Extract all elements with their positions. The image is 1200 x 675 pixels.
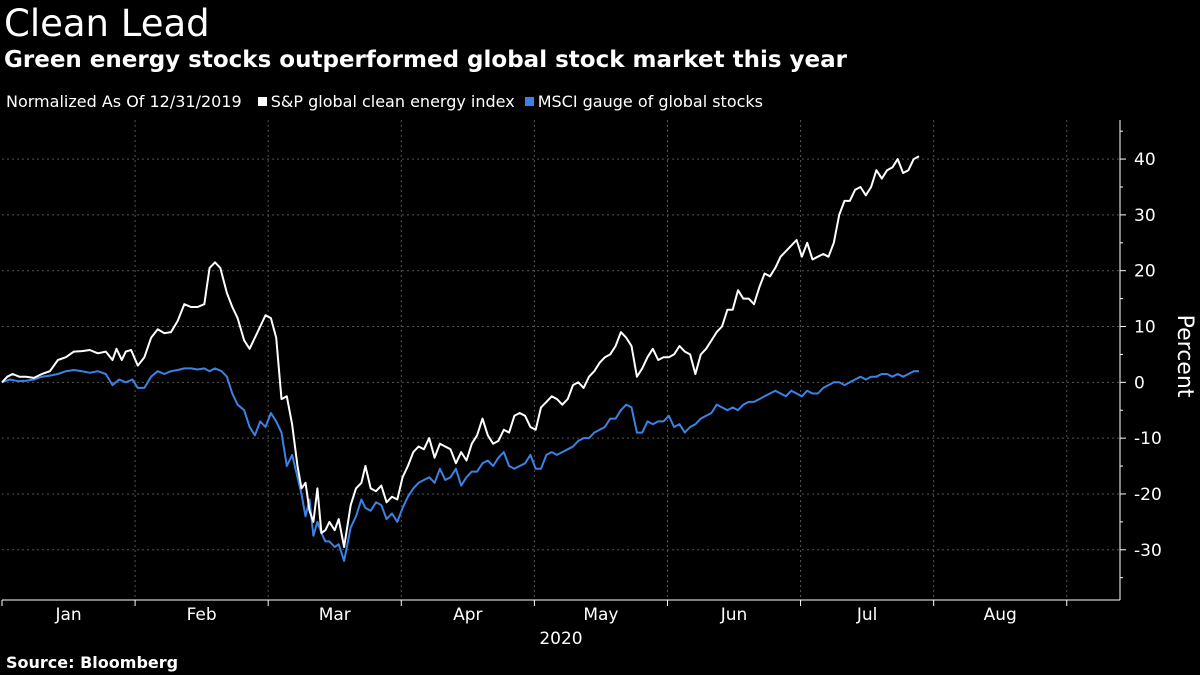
x-tick-label-mar: Mar: [319, 605, 351, 625]
series-line-clean-energy: [1, 155, 920, 548]
x-tick-label-aug: Aug: [984, 605, 1017, 625]
axis-labels: 40 30 20 10 0 -10 -20 -30 Jan Feb Mar Apr May Jun Jul A…: [54, 150, 1197, 649]
series-line-msci: [1, 367, 919, 562]
x-tick-label-may: May: [583, 605, 618, 625]
chart-subtitle: Green energy stocks outperformed global …: [4, 47, 848, 73]
y-tick-label: 10: [1134, 318, 1156, 338]
x-axis-title: 2020: [539, 629, 582, 649]
legend-item-clean-energy: S&P global clean energy index: [257, 91, 515, 111]
legend-item-msci: MSCI gauge of global stocks: [524, 91, 764, 111]
legend-swatch-msci: [524, 96, 534, 106]
series-lines: [1, 155, 920, 562]
y-tick-label: -10: [1134, 429, 1162, 449]
y-tick-label: 0: [1134, 373, 1145, 393]
legend-label-clean-energy: S&P global clean energy index: [270, 91, 515, 111]
x-tick-label-feb: Feb: [187, 605, 217, 625]
x-tick-label-apr: Apr: [453, 605, 482, 625]
y-tick-label: -30: [1134, 541, 1162, 561]
y-axis-title: Percent: [1172, 315, 1197, 398]
grid-lines: [2, 120, 1120, 600]
legend-label-msci: MSCI gauge of global stocks: [537, 91, 764, 111]
x-tick-label-jun: Jun: [720, 605, 748, 625]
legend: Normalized As Of 12/31/2019 S&P global c…: [6, 91, 773, 111]
normalization-note: Normalized As Of 12/31/2019: [6, 91, 242, 111]
y-tick-label: 30: [1134, 206, 1156, 226]
y-tick-label: 20: [1134, 262, 1156, 282]
x-tick-label-jan: Jan: [54, 605, 81, 625]
source-note: Source: Bloomberg: [6, 653, 179, 672]
legend-swatch-clean-energy: [257, 96, 267, 106]
y-tick-label: 40: [1134, 150, 1156, 170]
y-tick-label: -20: [1134, 485, 1162, 505]
x-tick-label-jul: Jul: [856, 605, 878, 625]
chart-title: Clean Lead: [4, 2, 210, 45]
axes: [1, 120, 1126, 606]
